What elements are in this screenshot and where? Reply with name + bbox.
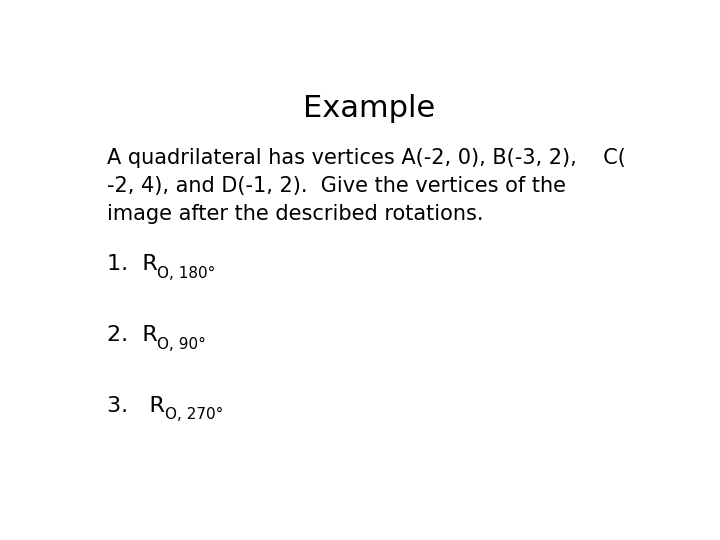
Text: O, 270°: O, 270° (165, 407, 223, 422)
Text: Example: Example (303, 94, 435, 123)
Text: 3.   R: 3. R (107, 396, 165, 416)
Text: 1.  R: 1. R (107, 254, 158, 274)
Text: O, 180°: O, 180° (158, 266, 216, 281)
Text: A quadrilateral has vertices A(-2, 0), B(-3, 2),    C(
-2, 4), and D(-1, 2).  Gi: A quadrilateral has vertices A(-2, 0), B… (107, 148, 626, 224)
Text: 2.  R: 2. R (107, 325, 158, 345)
Text: O, 90°: O, 90° (158, 337, 207, 352)
